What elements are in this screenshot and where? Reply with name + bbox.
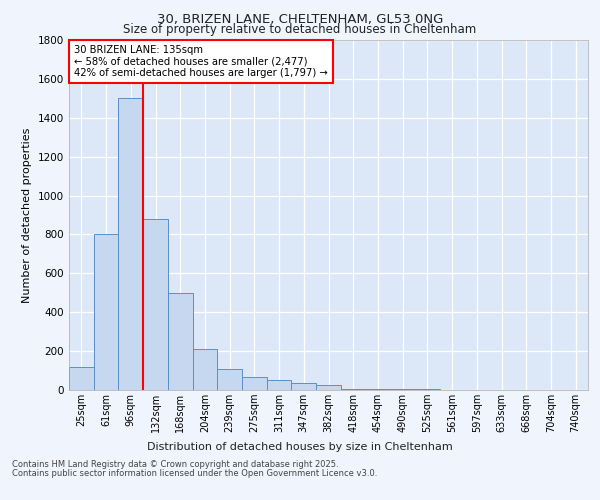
Bar — [242, 378, 267, 390]
Bar — [267, 380, 292, 390]
Text: Distribution of detached houses by size in Cheltenham: Distribution of detached houses by size … — [147, 442, 453, 452]
Text: 30, BRIZEN LANE, CHELTENHAM, GL53 0NG: 30, BRIZEN LANE, CHELTENHAM, GL53 0NG — [157, 12, 443, 26]
Bar — [217, 368, 242, 390]
Bar — [365, 389, 390, 390]
Text: Contains HM Land Registry data © Crown copyright and database right 2025.: Contains HM Land Registry data © Crown c… — [12, 460, 338, 469]
Bar — [118, 98, 143, 390]
Bar — [143, 219, 168, 390]
Text: 30 BRIZEN LANE: 135sqm
← 58% of detached houses are smaller (2,477)
42% of semi-: 30 BRIZEN LANE: 135sqm ← 58% of detached… — [74, 46, 328, 78]
Bar — [341, 389, 365, 390]
Text: Contains public sector information licensed under the Open Government Licence v3: Contains public sector information licen… — [12, 469, 377, 478]
Bar — [316, 385, 341, 390]
Bar — [168, 293, 193, 390]
Text: Size of property relative to detached houses in Cheltenham: Size of property relative to detached ho… — [124, 24, 476, 36]
Bar — [193, 349, 217, 390]
Bar — [292, 383, 316, 390]
Bar — [69, 366, 94, 390]
Y-axis label: Number of detached properties: Number of detached properties — [22, 128, 32, 302]
Bar — [94, 234, 118, 390]
